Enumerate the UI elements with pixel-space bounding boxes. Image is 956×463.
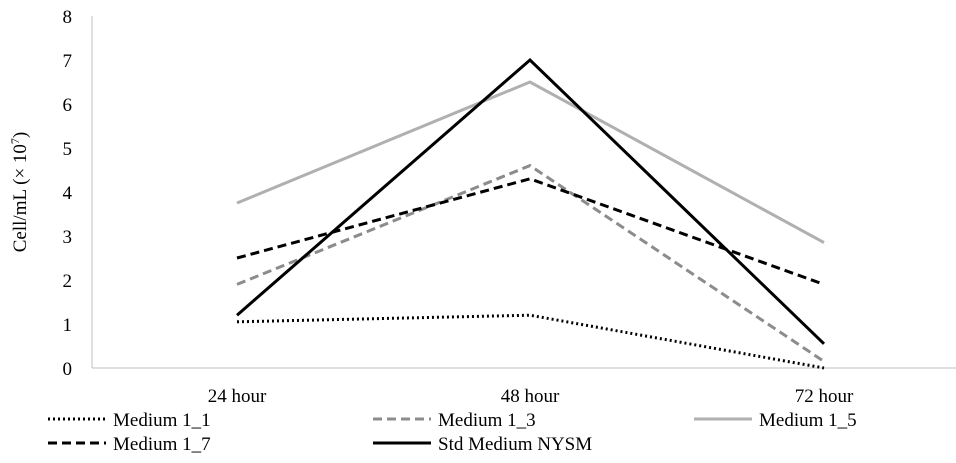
legend-item: Medium 1_5 xyxy=(694,410,857,431)
legend-label: Medium 1_3 xyxy=(438,410,536,431)
series-line-medium-1-5 xyxy=(236,80,825,244)
y-tick-label: 3 xyxy=(63,227,73,248)
x-tick-label: 24 hour xyxy=(208,386,267,407)
series-line-std-medium-nysm xyxy=(236,57,826,345)
legend-label: Medium 1_7 xyxy=(113,434,211,455)
axes xyxy=(91,16,956,369)
y-tick-label: 5 xyxy=(63,139,73,160)
y-tick-label: 0 xyxy=(63,359,73,380)
legend-label: Medium 1_5 xyxy=(759,410,857,431)
y-tick-label: 1 xyxy=(63,315,73,336)
legend-item: Medium 1_3 xyxy=(373,410,536,431)
legend: Medium 1_1 Medium 1_3 Medium 1_5 Medium 1_7… xyxy=(48,410,857,455)
y-tick-label: 6 xyxy=(63,95,73,116)
series-line-medium-1-1 xyxy=(236,313,825,370)
legend-item: Std Medium NYSM xyxy=(373,434,592,455)
y-tick-labels: 0 1 2 3 4 5 6 7 8 xyxy=(63,7,73,380)
series-line-medium-1-3 xyxy=(236,163,825,363)
y-tick-label: 7 xyxy=(63,51,73,72)
y-axis-label-exponent: 7 xyxy=(8,138,22,144)
y-axis-label-close: ) xyxy=(10,132,31,138)
series-lines xyxy=(236,57,826,370)
x-tick-label: 72 hour xyxy=(795,386,854,407)
y-tick-label: 8 xyxy=(63,7,73,28)
legend-item: Medium 1_1 xyxy=(48,410,211,431)
y-tick-label: 4 xyxy=(63,183,73,204)
y-tick-label: 2 xyxy=(63,271,73,292)
y-axis-label: Cell/mL (× 107) xyxy=(8,132,31,253)
legend-label: Std Medium NYSM xyxy=(438,434,592,455)
legend-item: Medium 1_7 xyxy=(48,434,211,455)
legend-label: Medium 1_1 xyxy=(113,410,211,431)
y-axis-label-main: Cell/mL (× 10 xyxy=(10,144,31,252)
x-tick-labels: 24 hour 48 hour 72 hour xyxy=(208,386,854,407)
x-tick-label: 48 hour xyxy=(501,386,560,407)
